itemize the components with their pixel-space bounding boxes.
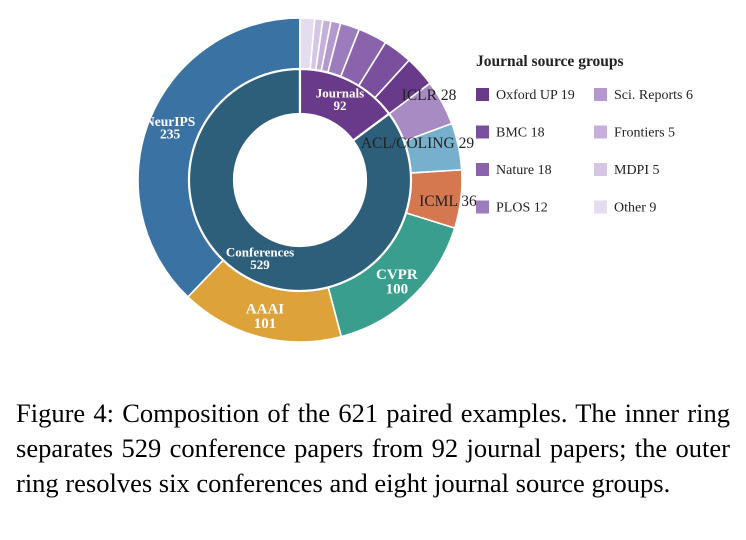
legend-swatch-mdpi [594,163,607,176]
legend: Journal source groups Oxford UP 19 BMC 18… [476,53,693,216]
legend-swatch-oxford-up [476,88,489,101]
slice-labels: Conferences 529 Journals 92 NeurIPS 235 AAAI 10… [145,85,477,331]
legend-label-mdpi: MDPI 5 [614,163,660,178]
inner-slice-conferences [187,67,413,293]
outer-label-neurips: NeurIPS 235 [145,114,195,142]
figure-caption: Figure 4: Composition of the 621 paired … [16,398,730,498]
legend-swatch-frontiers [594,125,607,139]
legend-swatch-plos [476,200,489,214]
legend-swatch-bmc [476,125,489,139]
legend-swatch-nature [476,163,489,176]
nested-donut-chart: Conferences 529 Journals 92 NeurIPS 235 AAAI 10… [137,17,693,343]
inner-label-conferences: Conferences 529 [226,245,294,272]
inner-label-journals: Journals 92 [316,85,364,112]
outer-label-iclr: ICLR 28 [402,87,457,104]
inner-ring [187,67,413,293]
legend-title: Journal source groups [476,53,624,70]
legend-swatch-other [594,200,607,214]
legend-label-other: Other 9 [614,201,656,216]
outer-label-aaai: AAAI 101 [246,302,284,332]
outer-label-acl-coling: ACL/COLING 29 [361,135,474,152]
outer-ring [137,17,463,343]
outer-label-cvpr: CVPR 100 [376,267,418,297]
legend-label-sci-reports: Sci. Reports 6 [614,88,693,103]
legend-label-bmc: BMC 18 [496,126,545,141]
inner-slice-journals [298,67,391,143]
legend-label-nature: Nature 18 [496,163,552,178]
legend-swatch-sci-reports [594,88,607,101]
outer-label-icml: ICML 36 [419,193,477,210]
legend-label-frontiers: Frontiers 5 [614,126,675,141]
legend-label-oxford-up: Oxford UP 19 [496,88,575,103]
legend-label-plos: PLOS 12 [496,201,548,216]
